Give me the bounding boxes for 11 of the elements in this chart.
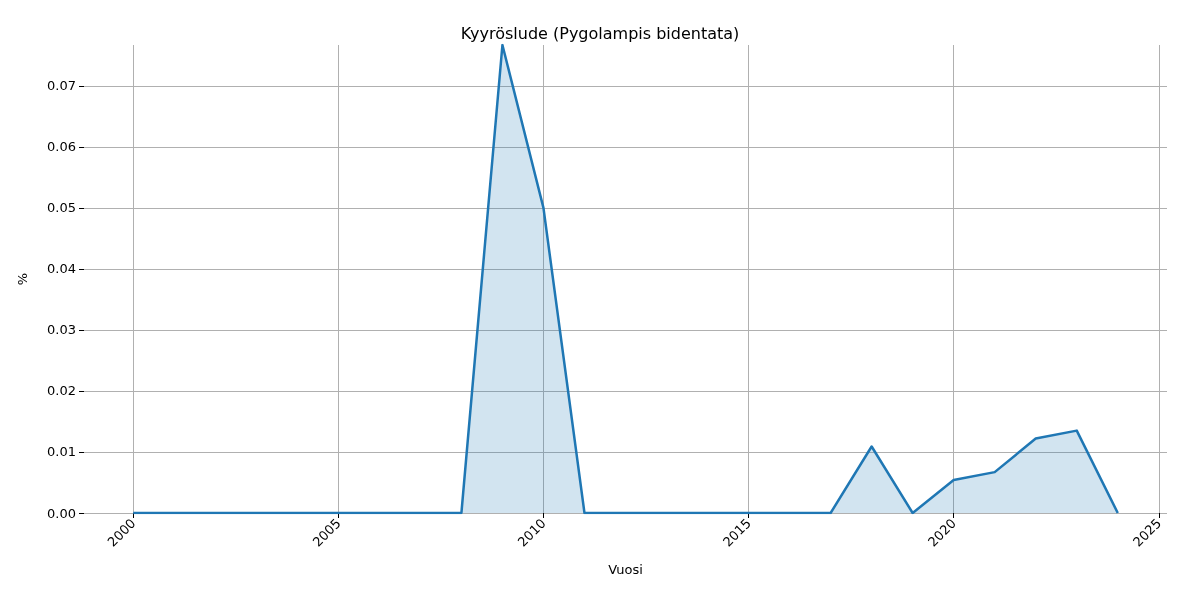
y-tick-label: 0.06 [47,139,76,155]
chart-title: Kyyröslude (Pygolampis bidentata) [460,23,740,43]
y-tick-label: 0.07 [47,78,76,94]
y-tick-label: 0.00 [47,505,76,521]
y-tick-label: 0.02 [47,383,76,399]
y-tick-label: 0.04 [47,261,76,277]
y-tick-label: 0.01 [47,444,76,460]
y-tick-label: 0.05 [47,200,76,216]
y-tick-label: 0.03 [47,322,76,338]
x-axis-title: Vuosi [608,562,643,577]
y-axis-title: % [15,272,30,286]
